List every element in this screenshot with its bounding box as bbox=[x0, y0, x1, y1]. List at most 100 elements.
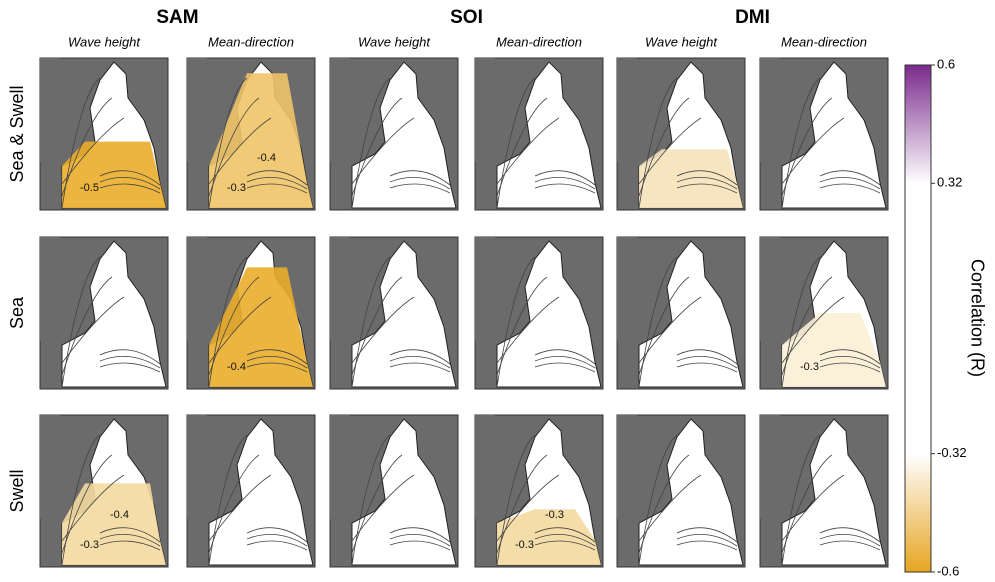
contour bbox=[638, 97, 738, 197]
coast-land bbox=[617, 237, 641, 341]
map-panel bbox=[474, 236, 604, 390]
group-title: SOI bbox=[450, 7, 483, 28]
ocean bbox=[638, 240, 744, 388]
ocean bbox=[351, 61, 457, 209]
map-panel: -0.3 bbox=[759, 236, 889, 390]
row-label: Sea bbox=[7, 296, 27, 329]
column-title: Mean-direction bbox=[781, 34, 867, 49]
correlation-area bbox=[782, 313, 886, 387]
contour-label: -0.5 bbox=[80, 182, 99, 194]
correlation-area bbox=[209, 267, 313, 387]
coast-land bbox=[760, 237, 784, 341]
contour-label: -0.3 bbox=[800, 361, 819, 373]
contour bbox=[496, 296, 596, 365]
map-panel bbox=[329, 57, 459, 211]
contour-label: -0.4 bbox=[257, 152, 276, 164]
contour bbox=[496, 97, 596, 197]
coast-land bbox=[40, 58, 64, 162]
colorbar-tick-label: -0.32 bbox=[937, 445, 967, 460]
contour-label: -0.4 bbox=[110, 509, 129, 521]
group-title: DMI bbox=[735, 7, 770, 28]
coast-land bbox=[330, 237, 354, 341]
contour bbox=[351, 117, 451, 186]
contour bbox=[781, 97, 881, 197]
contour bbox=[638, 276, 738, 376]
coast-land bbox=[330, 58, 354, 162]
ocean bbox=[638, 418, 744, 566]
ocean bbox=[61, 240, 167, 388]
coast-land bbox=[330, 415, 354, 519]
map-panel bbox=[39, 236, 169, 390]
map-panel: -0.5 bbox=[39, 57, 169, 211]
coast-land bbox=[760, 58, 784, 162]
contour bbox=[208, 454, 308, 554]
map-panel: -0.3 -0.4 bbox=[186, 57, 316, 211]
row-label: Sea & Swell bbox=[7, 85, 27, 182]
map-panel: -0.3 -0.4 bbox=[39, 414, 169, 568]
colorbar-tick-label: 0.32 bbox=[937, 175, 962, 190]
map-panel bbox=[186, 414, 316, 568]
contour bbox=[208, 474, 308, 543]
ocean bbox=[496, 61, 602, 209]
contour bbox=[638, 117, 738, 186]
column-title: Mean-direction bbox=[496, 34, 582, 49]
coast-land bbox=[40, 237, 64, 341]
ocean bbox=[496, 240, 602, 388]
ocean bbox=[781, 61, 887, 209]
contour bbox=[781, 117, 881, 186]
map-panel bbox=[616, 414, 746, 568]
coast-land bbox=[475, 58, 499, 162]
contour bbox=[351, 474, 451, 543]
coast-land bbox=[40, 415, 64, 519]
map-panel bbox=[759, 414, 889, 568]
contour bbox=[496, 117, 596, 186]
colorbar-tick-label: -0.6 bbox=[937, 563, 959, 578]
column-title: Mean-direction bbox=[208, 34, 294, 49]
contour bbox=[351, 276, 451, 376]
contour bbox=[61, 474, 161, 543]
correlation-area bbox=[209, 73, 313, 208]
map-panel bbox=[474, 57, 604, 211]
correlation-area bbox=[639, 149, 743, 208]
row-label: Swell bbox=[7, 469, 27, 512]
contour-label: -0.3 bbox=[515, 539, 534, 551]
contour bbox=[61, 276, 161, 376]
ocean bbox=[351, 240, 457, 388]
ocean bbox=[208, 418, 314, 566]
map-panel: -0.3 -0.3 bbox=[474, 414, 604, 568]
contour bbox=[638, 296, 738, 365]
contour bbox=[638, 474, 738, 543]
correlation-area bbox=[62, 483, 166, 565]
contour-label: -0.3 bbox=[545, 509, 564, 521]
coast-land bbox=[617, 58, 641, 162]
colorbar-label: Correlation (R) bbox=[967, 259, 987, 377]
contour bbox=[208, 276, 308, 376]
contour bbox=[496, 276, 596, 376]
group-title: SAM bbox=[156, 7, 198, 28]
contour bbox=[61, 454, 161, 554]
contour bbox=[781, 474, 881, 543]
contour bbox=[638, 454, 738, 554]
column-title: Wave height bbox=[68, 34, 141, 49]
map-panel bbox=[759, 57, 889, 211]
coast-land bbox=[475, 415, 499, 519]
contour bbox=[496, 474, 596, 543]
coast-land bbox=[187, 58, 211, 162]
contour bbox=[208, 117, 308, 186]
contour bbox=[61, 97, 161, 197]
ocean bbox=[781, 418, 887, 566]
contour-label: -0.4 bbox=[227, 361, 246, 373]
contour bbox=[781, 276, 881, 376]
column-title: Wave height bbox=[358, 34, 431, 49]
contour-label: -0.3 bbox=[80, 539, 99, 551]
contour bbox=[61, 117, 161, 186]
coast-land bbox=[760, 415, 784, 519]
contour bbox=[351, 454, 451, 554]
coast-land bbox=[187, 237, 211, 341]
contour bbox=[781, 454, 881, 554]
coast-land bbox=[617, 415, 641, 519]
map-panel: -0.4 bbox=[186, 236, 316, 390]
contour-label: -0.3 bbox=[227, 182, 246, 194]
coast-land bbox=[187, 415, 211, 519]
